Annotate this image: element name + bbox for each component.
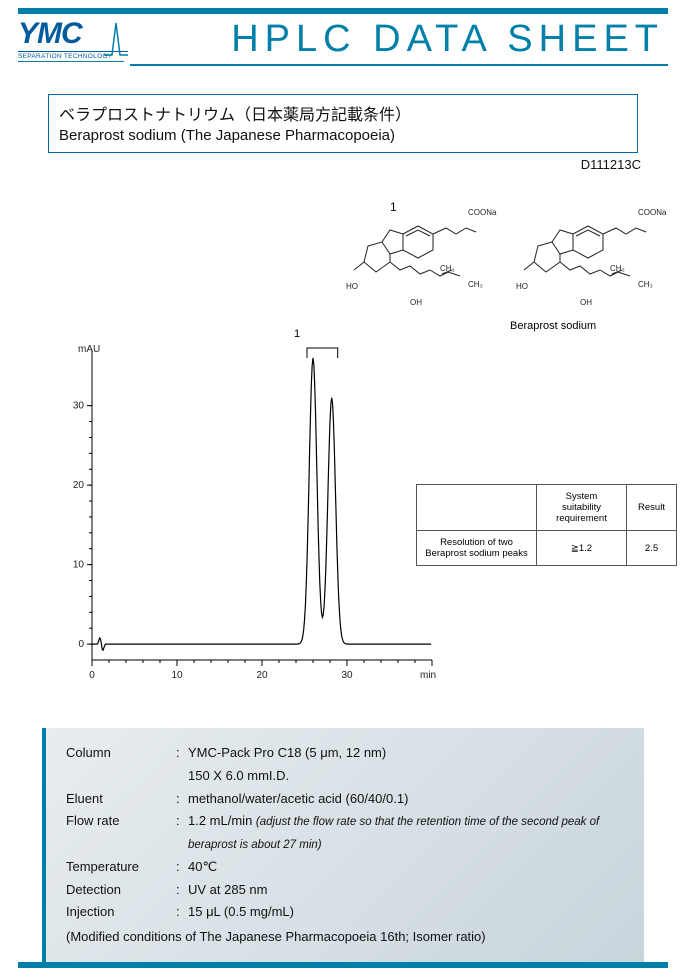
cond-value: methanol/water/acetic acid (60/40/0.1) (188, 788, 628, 811)
th-requirement: System suitability requirement (537, 485, 627, 531)
title-underline (130, 64, 668, 66)
cond-footer: (Modified conditions of The Japanese Pha… (66, 926, 628, 949)
cond-label: Flow rate (66, 810, 176, 856)
cond-value: 40℃ (188, 856, 628, 879)
frag-ch3-2: CH₃ (610, 264, 625, 273)
svg-text:mAU: mAU (78, 344, 100, 355)
frag-coona-2: COONa (638, 208, 666, 217)
logo-underline (18, 61, 124, 62)
cond-value: 15 μL (0.5 mg/mL) (188, 901, 628, 924)
logo-peak-icon (104, 21, 128, 57)
svg-text:0: 0 (78, 639, 84, 650)
bottom-accent-bar (18, 962, 668, 968)
suitability-table: System suitability requirement Result Re… (416, 484, 677, 566)
table-row: Resolution of two Beraprost sodium peaks… (417, 531, 677, 566)
td-result: 2.5 (627, 531, 677, 566)
compound-title-box: ベラプロストナトリウム（日本薬局方記載条件） Beraprost sodium … (48, 94, 638, 153)
svg-text:0: 0 (89, 670, 95, 681)
chromatogram-svg: 0 10 20 30 0 10 20 30 mAU min (42, 340, 442, 700)
frag-ch3-1: CH₃ (440, 264, 455, 273)
frag-oh-2: OH (580, 298, 592, 307)
cond-eluent: Eluent : methanol/water/acetic acid (60/… (66, 788, 628, 811)
page-title: HPLC DATA SHEET (128, 18, 668, 61)
frag-ho-1: HO (346, 282, 358, 291)
colon: : (176, 742, 188, 765)
chromatogram: 0 10 20 30 0 10 20 30 mAU min (42, 340, 442, 700)
th-result: Result (627, 485, 677, 531)
cond-value: 150 X 6.0 mmI.D. (188, 765, 628, 788)
cond-label: Injection (66, 901, 176, 924)
svg-text:10: 10 (73, 560, 85, 571)
frag-ch3-4: CH₃ (638, 280, 653, 289)
cond-label: Detection (66, 879, 176, 902)
cond-column: Column : YMC-Pack Pro C18 (5 μm, 12 nm) (66, 742, 628, 765)
cond-inject: Injection : 15 μL (0.5 mg/mL) (66, 901, 628, 924)
frag-ho-2: HO (516, 282, 528, 291)
cond-temp: Temperature : 40℃ (66, 856, 628, 879)
frag-coona-1: COONa (468, 208, 496, 217)
th-blank (417, 485, 537, 531)
conditions-panel: Column : YMC-Pack Pro C18 (5 μm, 12 nm) … (42, 728, 644, 963)
cond-label: Temperature (66, 856, 176, 879)
peak-bracket-label: 1 (294, 328, 300, 340)
cond-label: Column (66, 742, 176, 765)
frag-oh-1: OH (410, 298, 422, 307)
td-label: Resolution of two Beraprost sodium peaks (417, 531, 537, 566)
cond-label: Eluent (66, 788, 176, 811)
cond-value: UV at 285 nm (188, 879, 628, 902)
cond-value: 1.2 mL/min (adjust the flow rate so that… (188, 810, 628, 856)
cond-detect: Detection : UV at 285 nm (66, 879, 628, 902)
svg-text:20: 20 (256, 670, 268, 681)
cond-value: YMC-Pack Pro C18 (5 μm, 12 nm) (188, 742, 628, 765)
table-header-row: System suitability requirement Result (417, 485, 677, 531)
cond-column-2: 150 X 6.0 mmI.D. (66, 765, 628, 788)
cond-flow: Flow rate : 1.2 mL/min (adjust the flow … (66, 810, 628, 856)
svg-text:30: 30 (73, 401, 85, 412)
svg-text:30: 30 (341, 670, 353, 681)
frag-ch3-3: CH₃ (468, 280, 483, 289)
svg-text:min: min (420, 670, 436, 681)
title-japanese: ベラプロストナトリウム（日本薬局方記載条件） (59, 101, 627, 125)
logo: YMC SEPARATION TECHNOLOGY (18, 19, 128, 60)
title-english: Beraprost sodium (The Japanese Pharmacop… (59, 127, 627, 144)
structure-caption: Beraprost sodium (510, 320, 596, 332)
svg-text:10: 10 (171, 670, 183, 681)
td-requirement: ≧1.2 (537, 531, 627, 566)
header: YMC SEPARATION TECHNOLOGY HPLC DATA SHEE… (0, 14, 686, 61)
document-id: D111213C (581, 157, 641, 172)
svg-text:20: 20 (73, 480, 85, 491)
